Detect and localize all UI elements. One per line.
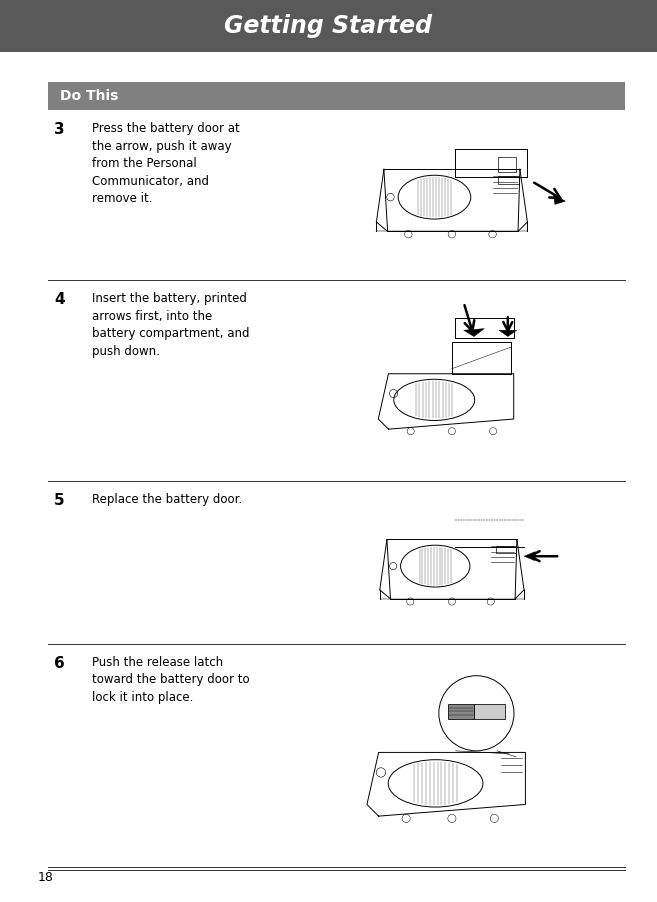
Polygon shape	[554, 195, 565, 205]
Circle shape	[439, 676, 514, 750]
Text: 5: 5	[54, 492, 64, 508]
Text: Replace the battery door.: Replace the battery door.	[92, 492, 242, 506]
Bar	[448, 704, 474, 719]
Text: Push the release latch
toward the battery door to
lock it into place.: Push the release latch toward the batter…	[92, 656, 250, 704]
Text: 6: 6	[54, 656, 65, 671]
Bar	[48, 82, 625, 110]
Bar	[0, 0, 657, 52]
Bar	[474, 704, 505, 719]
Text: Do This: Do This	[60, 89, 118, 103]
Polygon shape	[464, 328, 484, 336]
Bar	[496, 546, 516, 553]
Text: 18: 18	[38, 871, 54, 884]
Polygon shape	[524, 552, 535, 561]
Text: 3: 3	[54, 122, 64, 137]
Polygon shape	[499, 330, 516, 336]
Text: 4: 4	[54, 292, 64, 308]
Bar	[499, 157, 516, 171]
Text: Press the battery door at
the arrow, push it away
from the Personal
Communicator: Press the battery door at the arrow, pus…	[92, 122, 240, 205]
Text: Getting Started: Getting Started	[225, 14, 432, 38]
Bar	[499, 176, 518, 184]
Text: Insert the battery, printed
arrows first, into the
battery compartment, and
push: Insert the battery, printed arrows first…	[92, 292, 250, 358]
